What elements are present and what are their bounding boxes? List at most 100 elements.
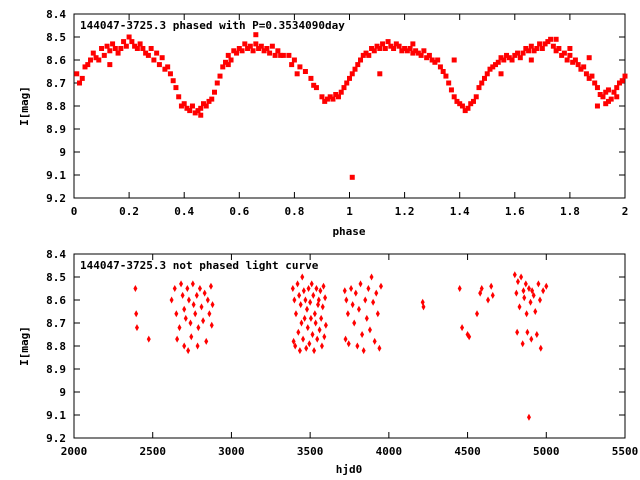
unphased-data-point (521, 287, 526, 295)
unphased-data-point (202, 289, 207, 297)
phased-data-point (347, 75, 352, 81)
phased-data-point (137, 41, 143, 47)
phased-data-point (594, 103, 600, 109)
phased-data-point (440, 69, 446, 74)
unphased-data-point (320, 303, 325, 311)
unphased-data-point (298, 301, 303, 309)
unphased-data-point (304, 305, 309, 313)
phased-data-point (561, 50, 567, 56)
phased-data-point (187, 108, 193, 114)
phased-y-tick-label: 9.1 (46, 169, 66, 182)
phased-light-curve-panel: 144047-3725.3 phased with P=0.3534090day… (18, 8, 628, 238)
phased-data-point (165, 64, 171, 70)
unphased-x-tick-label: 4500 (454, 445, 481, 458)
phased-data-point (520, 50, 526, 56)
phased-data-point (154, 50, 160, 56)
unphased-data-point (199, 303, 204, 311)
phased-data-point (611, 89, 617, 95)
phased-data-point (473, 94, 479, 100)
phased-data-point (583, 71, 589, 77)
unphased-data-point (312, 310, 317, 318)
unphased-x-tick-label: 4000 (376, 445, 403, 458)
unphased-y-tick-label: 8.4 (46, 248, 66, 261)
phased-data-point (415, 50, 421, 56)
phased-data-point (123, 43, 129, 49)
phased-data-point (126, 34, 132, 40)
phased-data-point (446, 80, 452, 86)
unphased-data-point (353, 289, 358, 297)
phased-data-point (212, 89, 218, 95)
phased-data-point (206, 98, 212, 104)
unphased-data-point (322, 333, 327, 341)
phased-data-point (151, 57, 157, 63)
unphased-y-tick-label: 9.1 (46, 409, 66, 422)
unphased-data-point (479, 285, 484, 292)
phased-data-point (77, 80, 83, 86)
unphased-data-point (534, 331, 539, 338)
phased-data-point (537, 41, 543, 47)
phased-data-point (470, 98, 476, 104)
phased-data-point (355, 62, 361, 68)
unphased-data-point (293, 342, 298, 350)
phased-data-point (451, 57, 457, 63)
unphased-data-point (190, 280, 195, 288)
phased-data-point (586, 75, 592, 81)
unphased-data-point (174, 310, 179, 318)
phased-x-tick-label: 0.8 (284, 205, 304, 218)
unphased-data-point (297, 347, 302, 355)
phased-data-point (534, 46, 540, 51)
unphased-data-point (467, 333, 472, 341)
unphased-data-point (515, 328, 520, 336)
phased-x-tick-label: 1.4 (450, 205, 470, 218)
phased-data-point (335, 94, 341, 100)
unphased-data-point (538, 344, 543, 352)
phased-data-point (253, 32, 259, 38)
phased-data-point (550, 43, 556, 49)
unphased-data-point (207, 310, 212, 318)
unphased-data-point (475, 310, 480, 318)
unphased-data-point (346, 340, 351, 348)
phased-x-tick-label: 1.8 (560, 205, 580, 218)
phased-data-point (156, 62, 162, 68)
phased-data-point (85, 62, 91, 68)
phased-data-point (391, 46, 397, 51)
unphased-data-point (541, 287, 546, 295)
unphased-data-point (457, 285, 462, 292)
unphased-data-point (520, 340, 525, 348)
unphased-data-point (356, 305, 361, 313)
phased-data-point (490, 64, 496, 70)
unphased-data-point (319, 342, 324, 350)
phased-data-point (324, 96, 330, 102)
unphased-data-point (361, 347, 366, 355)
phased-data-point (173, 85, 179, 91)
phased-data-point (349, 174, 355, 180)
phased-data-point (523, 46, 529, 51)
phased-data-point (181, 101, 187, 107)
phased-plot-frame (73, 13, 626, 199)
phased-data-point (195, 108, 201, 114)
phased-data-point (388, 43, 394, 49)
phased-data-point (88, 57, 94, 63)
unphased-data-point (186, 296, 191, 304)
phased-data-point (594, 85, 600, 91)
phased-y-axis-label: I[mag] (18, 86, 31, 126)
phased-data-point (402, 46, 408, 51)
phased-data-point (429, 57, 435, 63)
unphased-data-point (182, 305, 187, 313)
phased-data-point (184, 105, 190, 111)
unphased-data-point (188, 319, 193, 327)
phased-data-point (426, 52, 432, 58)
phased-plot-title: 144047-3725.3 phased with P=0.3534090day (80, 19, 345, 32)
phased-data-point (481, 75, 487, 81)
phased-data-point (622, 73, 628, 79)
unphased-data-point (349, 285, 354, 292)
phased-data-point (148, 46, 154, 51)
unphased-data-point (180, 291, 185, 299)
phased-data-point (349, 71, 355, 77)
phased-data-point (286, 52, 292, 58)
phased-data-point (192, 110, 198, 116)
unphased-data-point (306, 285, 311, 292)
phased-data-point (404, 48, 410, 54)
phased-data-point (476, 85, 482, 91)
unphased-data-point (310, 331, 315, 338)
